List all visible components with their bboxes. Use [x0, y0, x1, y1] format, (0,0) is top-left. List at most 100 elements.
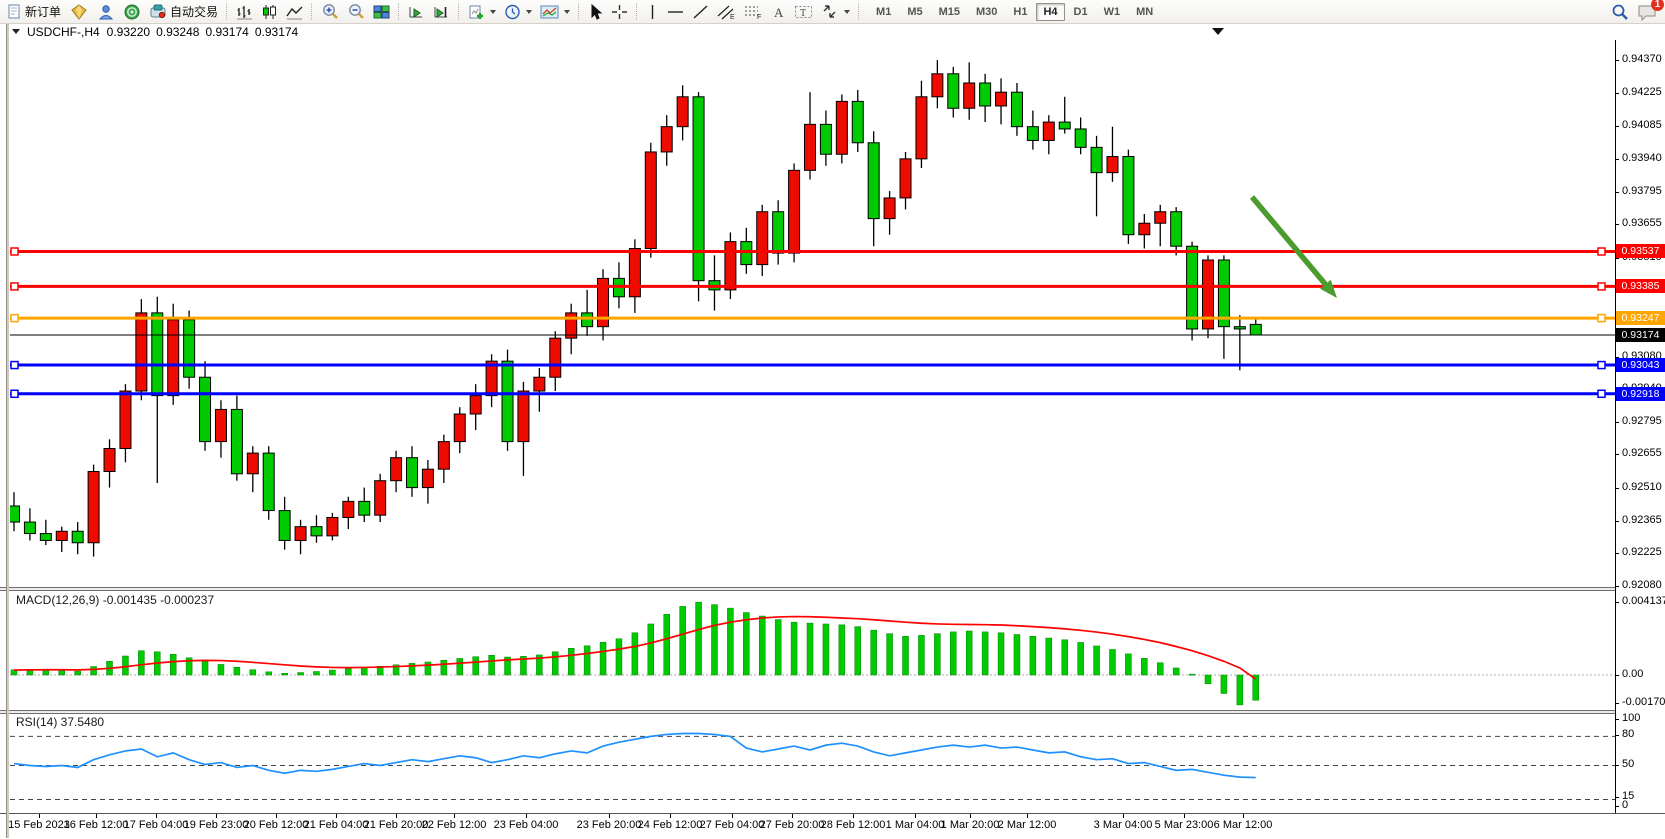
chart-window[interactable]: USDCHF-,H4 0.93220 0.93248 0.93174 0.931… — [0, 23, 1665, 839]
candle-bullish — [1202, 259, 1214, 330]
trend-arrow-head[interactable] — [1320, 279, 1337, 298]
rsi-panel[interactable] — [10, 713, 1615, 813]
equidistant-channel-button[interactable]: E — [713, 1, 740, 22]
panel-splitter[interactable] — [0, 710, 1665, 714]
time-tickmark — [276, 814, 277, 818]
window-left-edge[interactable] — [6, 23, 9, 838]
timeframe-M15[interactable]: M15 — [938, 5, 960, 18]
hline-handle[interactable] — [10, 389, 19, 399]
macd-hist-bar — [934, 633, 941, 676]
templates-icon — [540, 5, 559, 18]
line-chart-button[interactable] — [282, 1, 307, 22]
macd-hist-bar — [281, 672, 288, 676]
hline-handle[interactable] — [10, 313, 19, 323]
chart-title-symbol: USDCHF-,H4 — [27, 24, 100, 39]
candle-bullish — [628, 248, 641, 298]
time-label: 15 Feb 2023 — [8, 819, 70, 831]
main-price-chart[interactable] — [10, 40, 1615, 587]
candle-bullish — [1106, 156, 1119, 174]
text-label-button[interactable]: T — [790, 1, 817, 22]
timeframe-MN[interactable]: MN — [1136, 5, 1154, 18]
horizontal-line-button[interactable] — [663, 1, 688, 22]
auto-scroll-button[interactable] — [404, 1, 429, 22]
hline-handle[interactable] — [1597, 282, 1606, 291]
candle-bearish — [230, 408, 243, 475]
timeframe-H4[interactable]: H4 — [1036, 2, 1065, 21]
tile-windows-button[interactable] — [369, 1, 394, 22]
candle-bearish — [10, 505, 20, 523]
price-flag-0.93537: 0.93537 — [1616, 244, 1665, 259]
panel-splitter[interactable] — [0, 587, 1665, 591]
fibonacci-button[interactable]: F — [740, 1, 767, 22]
vertical-line-button[interactable] — [642, 1, 663, 22]
price-tick-label: 0.94085 — [1622, 118, 1662, 131]
templates-button[interactable] — [536, 1, 574, 22]
timeframe-M1[interactable]: M1 — [876, 5, 892, 18]
macd-tick-label: 0.004137 — [1622, 595, 1665, 607]
candle-bearish — [1026, 126, 1039, 141]
trend-arrow[interactable] — [1249, 195, 1333, 293]
timeframe-D1[interactable]: D1 — [1073, 5, 1088, 18]
market-button[interactable] — [65, 1, 93, 22]
timeframe-H1[interactable]: H1 — [1013, 5, 1028, 18]
hline-handle[interactable] — [10, 247, 19, 256]
macd-hist-bar — [217, 664, 225, 676]
chart-shift-marker[interactable] — [1212, 28, 1224, 35]
macd-hist-bar — [488, 655, 495, 676]
time-label: 21 Feb 04:00 — [303, 819, 369, 831]
symbol-dropdown-icon[interactable] — [12, 29, 20, 34]
tile-windows-icon — [373, 5, 390, 18]
price-axis[interactable] — [1615, 40, 1665, 813]
timeframe-M5[interactable]: M5 — [907, 5, 923, 18]
macd-hist-bar — [58, 670, 66, 676]
hline-handle[interactable] — [1597, 389, 1606, 399]
zoom-in-button[interactable] — [317, 1, 343, 22]
macd-hist-bar — [472, 656, 479, 676]
candle-bullish — [517, 390, 530, 443]
bar-chart-button[interactable] — [232, 1, 257, 22]
zoom-out-button[interactable] — [343, 1, 369, 22]
autotrade-button[interactable]: 自动交易 — [145, 1, 222, 22]
macd-hist-bar — [950, 631, 957, 676]
macd-panel[interactable] — [10, 590, 1615, 710]
new-chart-button[interactable] — [464, 1, 500, 22]
community-button[interactable] — [93, 1, 119, 22]
candle-bullish — [342, 500, 355, 518]
cursor-button[interactable] — [584, 1, 607, 22]
chart-shift-button[interactable] — [429, 1, 454, 22]
fibonacci-icon: F — [745, 6, 761, 20]
candle-chart-button[interactable] — [257, 1, 282, 22]
price-tick-label: 0.92365 — [1622, 513, 1662, 526]
zoom-out-icon — [349, 4, 364, 19]
time-tickmark — [732, 814, 733, 818]
signals-button[interactable] — [119, 1, 145, 22]
candle-bullish — [533, 376, 546, 392]
hline-handle[interactable] — [1597, 247, 1606, 256]
toolbar-separator — [458, 3, 460, 20]
time-tickmark — [454, 814, 455, 818]
time-tickmark — [609, 814, 610, 818]
hline-handle[interactable] — [1597, 313, 1606, 323]
new-order-button[interactable]: 新订单 — [3, 1, 65, 22]
macd-hist-bar — [360, 667, 368, 676]
chat-button[interactable]: 1 — [1637, 0, 1664, 21]
crosshair-button[interactable] — [607, 1, 632, 22]
hline-handle[interactable] — [10, 360, 19, 370]
time-tickmark — [670, 814, 671, 818]
macd-hist-bar — [1156, 662, 1164, 676]
timeframe-M30[interactable]: M30 — [976, 5, 998, 18]
macd-hist-bar — [138, 650, 145, 676]
text-button[interactable]: A — [767, 1, 790, 22]
chevron-down-icon — [564, 9, 571, 14]
hline-handle[interactable] — [1597, 360, 1606, 370]
trendline-button[interactable] — [688, 1, 713, 22]
time-axis[interactable]: 15 Feb 2023 16 Feb 12:00 17 Feb 04:00 19 Fe… — [0, 813, 1665, 839]
macd-hist-bar — [74, 670, 81, 676]
periods-button[interactable] — [500, 1, 536, 22]
new-order-label: 新订单 — [25, 5, 62, 19]
hline-handle[interactable] — [10, 282, 19, 291]
community-icon — [98, 4, 114, 19]
search-icon[interactable] — [1611, 3, 1629, 21]
timeframe-W1[interactable]: W1 — [1103, 5, 1121, 18]
arrows-tool-button[interactable] — [817, 1, 854, 22]
